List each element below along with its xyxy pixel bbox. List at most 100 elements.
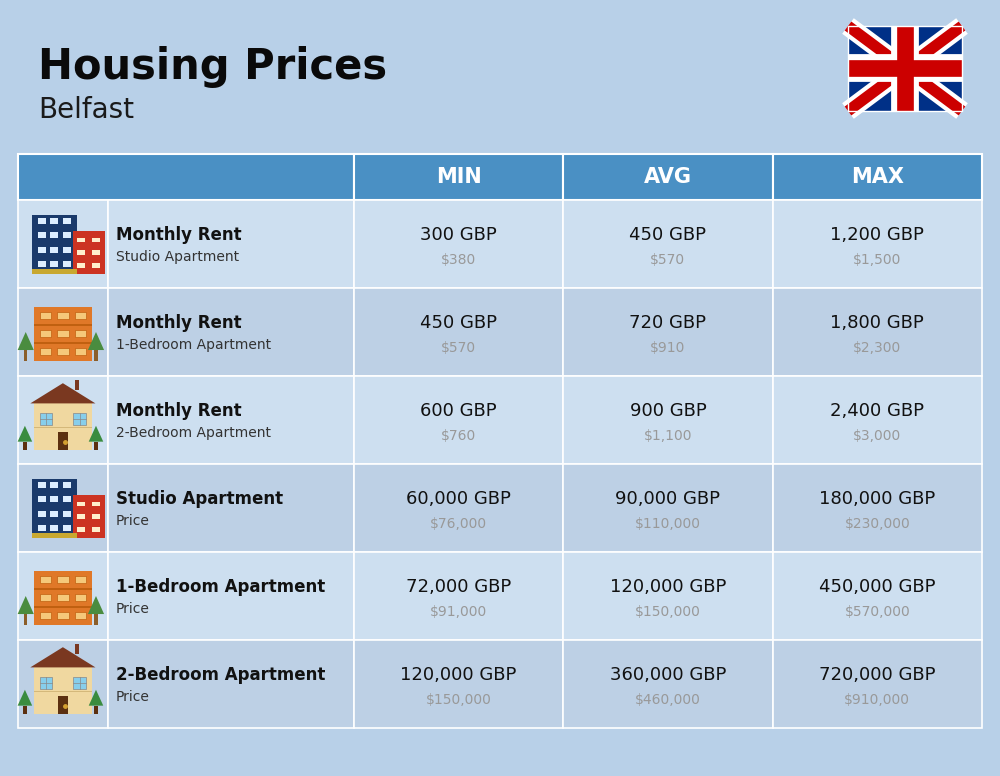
FancyBboxPatch shape <box>34 667 92 714</box>
Text: 600 GBP: 600 GBP <box>420 402 497 420</box>
FancyBboxPatch shape <box>57 576 69 584</box>
FancyBboxPatch shape <box>34 342 92 344</box>
FancyBboxPatch shape <box>50 233 58 238</box>
FancyBboxPatch shape <box>108 376 354 464</box>
FancyBboxPatch shape <box>354 376 563 464</box>
Text: $570,000: $570,000 <box>844 605 910 618</box>
Polygon shape <box>18 690 32 705</box>
FancyBboxPatch shape <box>38 482 46 488</box>
FancyBboxPatch shape <box>50 497 58 502</box>
FancyBboxPatch shape <box>773 200 982 288</box>
FancyBboxPatch shape <box>23 442 27 450</box>
FancyBboxPatch shape <box>34 427 92 428</box>
FancyBboxPatch shape <box>38 525 46 532</box>
Text: 2-Bedroom Apartment: 2-Bedroom Apartment <box>116 426 271 440</box>
Text: Housing Prices: Housing Prices <box>38 46 387 88</box>
FancyBboxPatch shape <box>563 200 773 288</box>
Text: $150,000: $150,000 <box>635 605 701 618</box>
Text: 2,400 GBP: 2,400 GBP <box>830 402 924 420</box>
FancyBboxPatch shape <box>77 501 85 506</box>
Text: 120,000 GBP: 120,000 GBP <box>400 667 517 684</box>
FancyBboxPatch shape <box>58 697 68 714</box>
FancyBboxPatch shape <box>58 432 68 450</box>
FancyBboxPatch shape <box>63 525 71 532</box>
FancyBboxPatch shape <box>38 262 46 267</box>
Polygon shape <box>88 332 104 350</box>
FancyBboxPatch shape <box>63 482 71 488</box>
FancyBboxPatch shape <box>38 511 46 517</box>
FancyBboxPatch shape <box>94 614 98 625</box>
FancyBboxPatch shape <box>75 379 79 390</box>
FancyBboxPatch shape <box>354 464 563 552</box>
FancyBboxPatch shape <box>73 677 86 688</box>
FancyBboxPatch shape <box>18 288 108 376</box>
FancyBboxPatch shape <box>108 640 354 728</box>
Text: $230,000: $230,000 <box>844 517 910 531</box>
FancyBboxPatch shape <box>75 594 86 601</box>
FancyBboxPatch shape <box>50 482 58 488</box>
FancyBboxPatch shape <box>773 376 982 464</box>
FancyBboxPatch shape <box>354 200 563 288</box>
FancyBboxPatch shape <box>108 464 354 552</box>
Text: 180,000 GBP: 180,000 GBP <box>819 490 935 508</box>
FancyBboxPatch shape <box>34 588 92 590</box>
FancyBboxPatch shape <box>92 251 100 255</box>
FancyBboxPatch shape <box>773 464 982 552</box>
Text: $150,000: $150,000 <box>426 693 491 707</box>
FancyBboxPatch shape <box>773 288 982 376</box>
Text: $1,500: $1,500 <box>853 253 901 267</box>
Polygon shape <box>18 596 34 614</box>
Polygon shape <box>89 690 103 705</box>
Text: $76,000: $76,000 <box>430 517 487 531</box>
FancyBboxPatch shape <box>34 570 92 625</box>
Text: 900 GBP: 900 GBP <box>630 402 706 420</box>
FancyBboxPatch shape <box>34 606 92 608</box>
FancyBboxPatch shape <box>108 200 354 288</box>
Text: 72,000 GBP: 72,000 GBP <box>406 578 511 596</box>
FancyBboxPatch shape <box>24 614 27 625</box>
Text: 1,200 GBP: 1,200 GBP <box>830 226 924 244</box>
FancyBboxPatch shape <box>75 348 86 355</box>
FancyBboxPatch shape <box>354 640 563 728</box>
FancyBboxPatch shape <box>563 464 773 552</box>
Text: 2-Bedroom Apartment: 2-Bedroom Apartment <box>116 667 325 684</box>
Text: 1-Bedroom Apartment: 1-Bedroom Apartment <box>116 338 271 352</box>
FancyBboxPatch shape <box>63 233 71 238</box>
FancyBboxPatch shape <box>18 200 108 288</box>
FancyBboxPatch shape <box>40 594 51 601</box>
FancyBboxPatch shape <box>563 552 773 640</box>
Text: AVG: AVG <box>644 167 692 187</box>
Text: Price: Price <box>116 690 150 704</box>
FancyBboxPatch shape <box>75 331 86 338</box>
FancyBboxPatch shape <box>57 594 69 601</box>
FancyBboxPatch shape <box>563 640 773 728</box>
FancyBboxPatch shape <box>773 154 982 200</box>
FancyBboxPatch shape <box>75 576 86 584</box>
Polygon shape <box>30 647 95 667</box>
Text: 450 GBP: 450 GBP <box>629 226 706 244</box>
FancyBboxPatch shape <box>563 154 773 200</box>
FancyBboxPatch shape <box>354 552 563 640</box>
FancyBboxPatch shape <box>50 218 58 224</box>
FancyBboxPatch shape <box>75 643 79 654</box>
FancyBboxPatch shape <box>773 640 982 728</box>
Text: $110,000: $110,000 <box>635 517 701 531</box>
Text: 450 GBP: 450 GBP <box>420 314 497 332</box>
Text: $760: $760 <box>441 429 476 443</box>
FancyBboxPatch shape <box>40 331 51 338</box>
Text: Price: Price <box>116 514 150 528</box>
Text: 300 GBP: 300 GBP <box>420 226 497 244</box>
Polygon shape <box>18 426 32 442</box>
Text: $2,300: $2,300 <box>853 341 901 355</box>
Text: 720,000 GBP: 720,000 GBP <box>819 667 936 684</box>
FancyBboxPatch shape <box>23 705 27 714</box>
Text: MIN: MIN <box>436 167 481 187</box>
FancyBboxPatch shape <box>94 350 98 361</box>
FancyBboxPatch shape <box>50 525 58 532</box>
FancyBboxPatch shape <box>354 154 563 200</box>
FancyBboxPatch shape <box>40 677 52 688</box>
FancyBboxPatch shape <box>63 247 71 253</box>
Text: 720 GBP: 720 GBP <box>629 314 706 332</box>
FancyBboxPatch shape <box>108 552 354 640</box>
FancyBboxPatch shape <box>40 348 51 355</box>
